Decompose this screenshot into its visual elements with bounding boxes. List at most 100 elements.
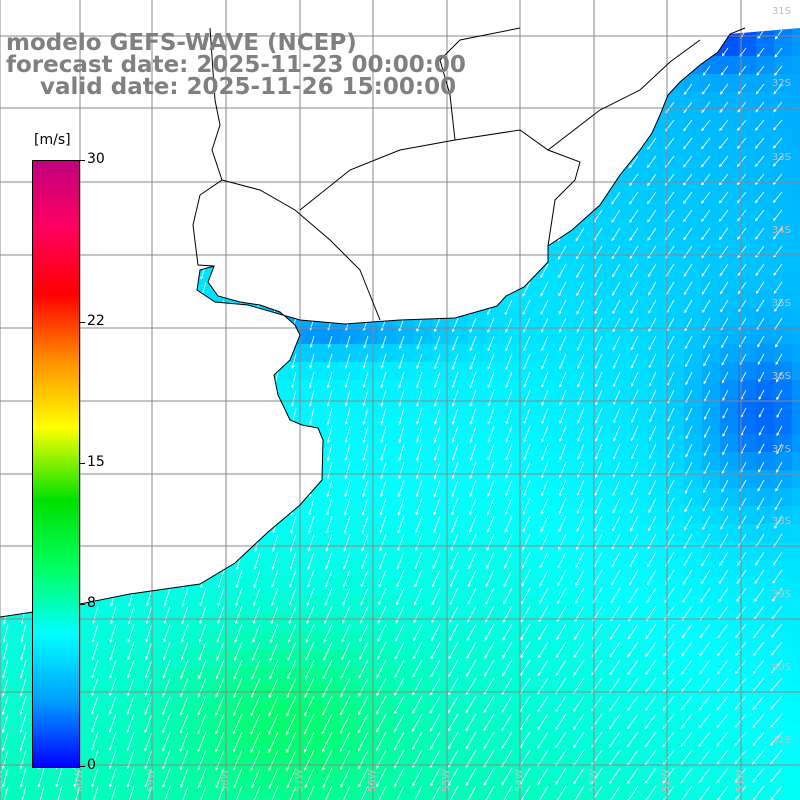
wind-vector (594, 281, 603, 297)
wind-vector (683, 281, 693, 296)
wind-vector (755, 119, 765, 131)
wind-speed-cell (432, 344, 451, 363)
wind-speed-cell (162, 146, 181, 165)
wind-speed-cell (108, 272, 127, 291)
wind-speed-cell (396, 578, 415, 597)
wind-speed-cell (378, 776, 397, 795)
wind-vector (379, 263, 387, 280)
wind-speed-cell (756, 398, 775, 417)
wind-speed-cell (738, 542, 757, 561)
wind-speed-cell (468, 38, 487, 57)
wind-speed-cell (756, 200, 775, 219)
wind-speed-cell (396, 686, 415, 705)
wind-speed-cell (252, 722, 271, 741)
wind-speed-cell (144, 434, 163, 453)
wind-speed-cell (0, 182, 19, 201)
wind-vector (163, 155, 171, 171)
wind-vector (361, 263, 369, 280)
wind-vector (773, 263, 783, 276)
wind-speed-cell (234, 110, 253, 129)
wind-vector (165, 461, 171, 480)
wind-vector (128, 137, 135, 153)
wind-speed-cell (594, 470, 613, 489)
wind-vector (20, 155, 27, 172)
wind-vector (575, 227, 585, 242)
wind-vector (647, 137, 657, 150)
wind-speed-cell (540, 452, 559, 471)
wind-speed-cell (234, 254, 253, 273)
wind-speed-cell (756, 236, 775, 255)
colorbar-tickmark (79, 463, 85, 464)
wind-vector (611, 119, 621, 133)
wind-speed-cell (720, 416, 739, 435)
wind-speed-cell (774, 326, 793, 345)
wind-speed-cell (378, 758, 397, 777)
wind-speed-cell (684, 362, 703, 381)
wind-speed-cell (702, 542, 721, 561)
wind-speed-cell (18, 722, 37, 741)
wind-vector (432, 191, 441, 207)
wind-speed-cell (234, 416, 253, 435)
wind-speed-cell (720, 722, 739, 741)
wind-vector (164, 569, 171, 589)
wind-speed-cell (648, 776, 667, 795)
wind-speed-cell (342, 416, 361, 435)
wind-speed-cell (378, 632, 397, 651)
wind-speed-cell (432, 794, 451, 800)
wind-speed-cell (198, 740, 217, 759)
wind-speed-cell (126, 290, 145, 309)
wind-speed-cell (594, 254, 613, 273)
wind-speed-cell (108, 200, 127, 219)
wind-speed-cell (792, 776, 800, 795)
wind-vector (23, 443, 27, 462)
wind-speed-cell (396, 128, 415, 147)
wind-vector (3, 83, 9, 99)
wind-vector (111, 497, 117, 517)
wind-speed-cell (648, 794, 667, 800)
wind-speed-cell (252, 434, 271, 453)
wind-speed-cell (720, 38, 739, 57)
wind-vector (539, 173, 549, 188)
wind-vector (307, 119, 315, 135)
wind-speed-cell (576, 362, 595, 381)
wind-speed-cell (576, 740, 595, 759)
wind-speed-cell (630, 560, 649, 579)
wind-speed-cell (612, 182, 631, 201)
wind-speed-cell (126, 326, 145, 345)
wind-vector (397, 263, 405, 280)
wind-speed-cell (558, 272, 577, 291)
wind-speed-cell (486, 398, 505, 417)
wind-speed-cell (198, 326, 217, 345)
wind-vector (575, 191, 585, 206)
wind-vector (183, 515, 189, 535)
wind-speed-cell (522, 596, 541, 615)
wind-speed-cell (216, 578, 235, 597)
wind-speed-cell (180, 110, 199, 129)
wind-speed-cell (702, 614, 721, 633)
wind-speed-cell (108, 560, 127, 579)
wind-speed-cell (684, 164, 703, 183)
wind-speed-cell (468, 146, 487, 165)
wind-speed-cell (216, 506, 235, 525)
wind-speed-cell (738, 272, 757, 291)
wind-speed-cell (144, 524, 163, 543)
wind-speed-cell (450, 542, 469, 561)
wind-vector (449, 155, 459, 170)
wind-speed-cell (162, 776, 181, 795)
wind-speed-cell (162, 110, 181, 129)
wind-speed-cell (792, 38, 800, 57)
wind-vector (485, 155, 495, 170)
wind-speed-cell (108, 668, 127, 687)
wind-speed-cell (540, 542, 559, 561)
wind-speed-cell (576, 542, 595, 561)
wind-vector (20, 119, 27, 136)
wind-speed-cell (396, 560, 415, 579)
wind-speed-cell (558, 794, 577, 800)
wind-vector (772, 155, 783, 167)
wind-speed-cell (144, 308, 163, 327)
wind-speed-cell (360, 794, 379, 800)
wind-vector (201, 371, 207, 389)
wind-speed-cell (558, 470, 577, 489)
wind-vector (325, 263, 333, 280)
wind-speed-cell (450, 290, 469, 309)
